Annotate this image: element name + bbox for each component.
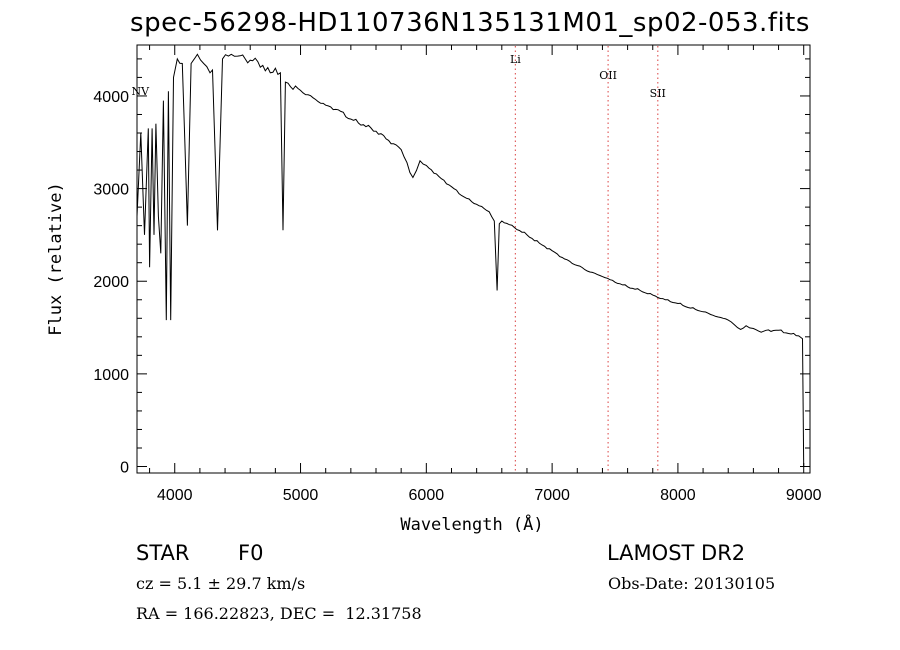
y-tick-label: 4000	[93, 89, 129, 106]
observation-date: Obs-Date: 20130105	[608, 574, 776, 593]
redshift-text: cz = 5.1 ± 29.7 km/s	[136, 574, 306, 593]
x-tick-label: 5000	[283, 487, 319, 504]
marker-label: OII	[599, 69, 617, 82]
line-markers: NV Li OII SII	[131, 46, 666, 472]
spectrum-line	[136, 53, 805, 467]
x-tick-label: 7000	[534, 487, 570, 504]
x-tick-label: 6000	[409, 487, 445, 504]
y-tick-label: 1000	[93, 367, 129, 384]
y-tick-label: 0	[120, 460, 129, 477]
object-subclass: F0	[238, 541, 264, 565]
object-type: STAR	[136, 541, 190, 565]
marker-label: NV	[131, 85, 150, 98]
plot-frame	[136, 44, 811, 474]
y-tick-label: 3000	[93, 182, 129, 199]
coordinates-text: RA = 166.22823, DEC = 12.31758	[136, 604, 422, 623]
x-tick-label: 9000	[786, 487, 822, 504]
x-axis-label: Wavelength (Å)	[400, 513, 543, 535]
y-tick-label: 2000	[93, 274, 129, 291]
axis-ticks: 4000 5000 6000 7000 8000 9000 0 1000 2000 3000 400…	[93, 45, 822, 504]
chart-title: spec-56298-HD110736N135131M01_sp02-053.f…	[130, 8, 810, 38]
x-tick-label: 8000	[660, 487, 696, 504]
x-tick-label: 4000	[157, 487, 193, 504]
survey-name: LAMOST DR2	[607, 541, 746, 565]
marker-label: Li	[510, 53, 521, 66]
marker-label: SII	[650, 87, 666, 100]
y-axis-label: Flux (relative)	[46, 182, 66, 336]
